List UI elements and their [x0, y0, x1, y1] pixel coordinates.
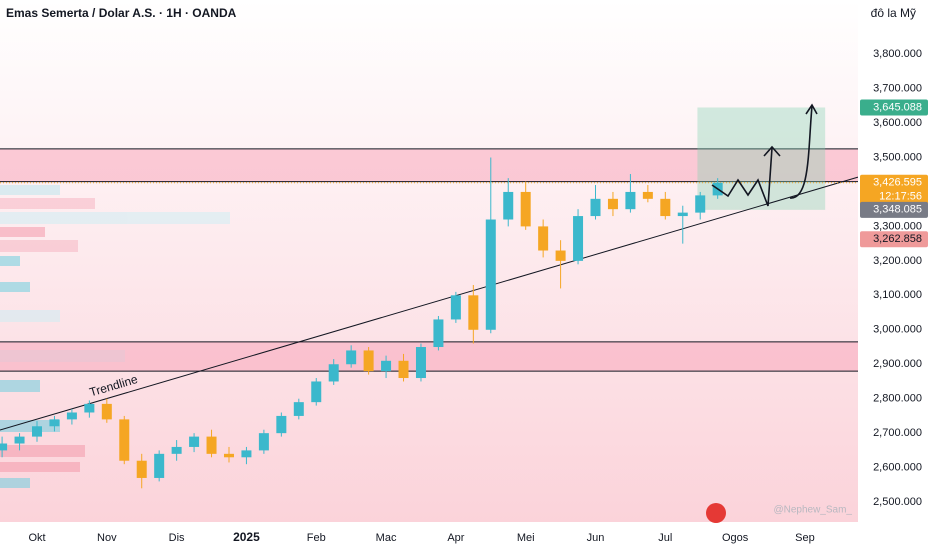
y-tick-label: 3,600.000 [873, 117, 922, 129]
candle-body [206, 436, 217, 454]
candle-body [695, 195, 706, 213]
x-tick-label: Mei [517, 532, 535, 544]
candle-body [49, 419, 60, 427]
y-tick-label: 3,000.000 [873, 324, 922, 336]
candle-body [154, 453, 165, 478]
x-tick-label: Apr [447, 532, 464, 544]
x-tick-label: Jun [587, 532, 605, 544]
y-tick-label: 3,300.000 [873, 220, 922, 232]
candle-body [398, 360, 409, 379]
candle-body [293, 402, 304, 416]
zone [0, 341, 858, 372]
candle-body [520, 191, 531, 227]
candle-body [433, 319, 444, 348]
countdown: 12:17:56 [879, 191, 922, 203]
y-tick-label: 3,100.000 [873, 289, 922, 301]
candle-body [573, 216, 584, 261]
candle-body [311, 381, 322, 403]
candle-body [503, 191, 514, 220]
y-tick-label: 3,500.000 [873, 151, 922, 163]
price-label-box [860, 201, 928, 218]
price-label: 3,348.085 [873, 204, 922, 216]
y-tick-label: 2,500.000 [873, 496, 922, 508]
x-tick-label: Nov [97, 532, 117, 544]
candle-body [276, 415, 287, 434]
candle-body [468, 295, 479, 330]
x-tick-label: Okt [28, 532, 45, 544]
price-label: 3,262.858 [873, 233, 922, 245]
x-tick-label: Ogos [722, 532, 749, 544]
candle-body [538, 226, 549, 251]
price-label-box [860, 174, 928, 205]
candle-body [485, 219, 496, 330]
candle-body [0, 443, 8, 451]
candle-body [363, 350, 374, 372]
candle-body [84, 403, 95, 413]
x-tick-label: Dis [169, 532, 185, 544]
candle-body [101, 403, 112, 420]
trendline [0, 176, 859, 431]
candle-body [136, 460, 147, 478]
chart-title: Emas Semerta / Dolar A.S. · 1H · OANDA [6, 6, 237, 20]
price-label: 3,645.088 [873, 101, 922, 113]
candle-body [607, 198, 618, 210]
price-label-box [860, 99, 928, 116]
y-tick-label: 2,600.000 [873, 462, 922, 474]
watermark: @Nephew_Sam_ [773, 505, 852, 516]
projection-arrows [711, 103, 818, 207]
candle-body [381, 360, 392, 372]
candle-body [328, 364, 339, 382]
candle-body [32, 426, 43, 437]
y-tick-label: 2,800.000 [873, 393, 922, 405]
chart-layer: Trendline [0, 107, 859, 489]
candle-body [189, 436, 200, 447]
zone [0, 148, 858, 182]
price-label-box [860, 231, 928, 248]
candle-body [642, 191, 653, 199]
x-tick-label: Sep [795, 532, 815, 544]
candle-body [415, 347, 426, 379]
currency: đô la Mỹ [871, 6, 916, 20]
time-axis [0, 522, 858, 550]
y-tick-label: 3,700.000 [873, 82, 922, 94]
candle-body [119, 419, 130, 461]
candle-body [14, 436, 25, 444]
candle-body [555, 250, 566, 261]
candle-body [346, 350, 357, 365]
price-axis [858, 0, 932, 550]
y-tick-label: 2,700.000 [873, 427, 922, 439]
y-tick-label: 3,200.000 [873, 255, 922, 267]
candle-body [625, 191, 636, 210]
candle-body [590, 198, 601, 217]
x-tick-label: Feb [307, 532, 326, 544]
x-tick-label: Mac [376, 532, 397, 544]
candle-body [171, 446, 182, 454]
flag-icon [706, 503, 726, 523]
candle-body [223, 453, 234, 458]
y-tick-label: 2,900.000 [873, 358, 922, 370]
y-tick-label: 3,800.000 [873, 48, 922, 60]
candle-body [660, 198, 671, 217]
x-tick-label: Jul [658, 532, 672, 544]
plot-background [0, 0, 858, 522]
x-tick-label: 2025 [233, 530, 260, 544]
candle-body [66, 412, 77, 420]
candle-body [677, 212, 688, 217]
candle-body [450, 295, 461, 320]
price-label: 3,426.595 [873, 177, 922, 189]
candle-body [241, 450, 252, 458]
candle-body [258, 433, 269, 451]
